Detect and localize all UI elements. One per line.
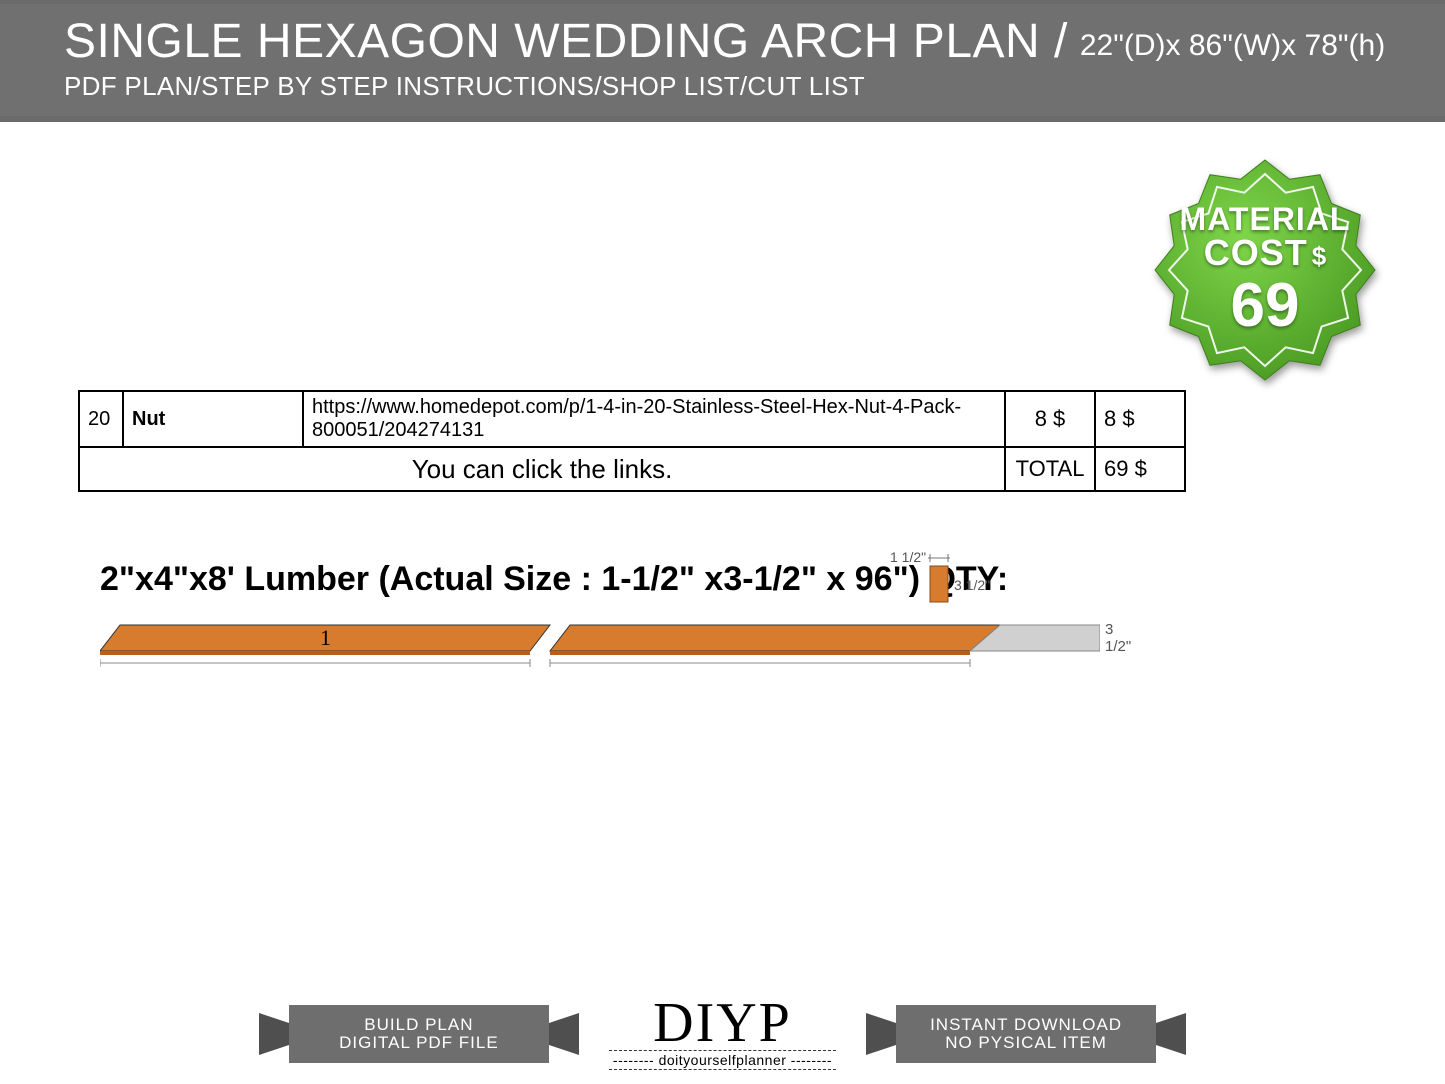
material-cost-badge: MATERIAL COST $ 69 [1145,150,1385,390]
cell-name: Nut [123,391,303,447]
cut-piece-label: 1 [320,625,331,650]
cross-rect-icon [930,566,948,602]
header-title: SINGLE HEXAGON WEDDING ARCH PLAN / [64,14,1068,69]
header-subtitle: PDF PLAN/STEP BY STEP INSTRUCTIONS/SHOP … [64,71,1445,102]
cell-price2: 8 $ [1095,391,1185,447]
header-band: SINGLE HEXAGON WEDDING ARCH PLAN / 22"(D… [0,0,1445,122]
board-height-dim: 3 1/2" [1105,621,1131,655]
header-title-row: SINGLE HEXAGON WEDDING ARCH PLAN / 22"(D… [64,14,1445,69]
cell-total-label: TOTAL [1005,447,1095,491]
lumber-cross-section: 1 1/2" 3 1/2" [890,550,1010,610]
lumber-section: 2"x4"x8' Lumber (Actual Size : 1-1/2" x3… [100,560,1340,661]
ribbon-right-line2: NO PYSICAL ITEM [930,1034,1122,1052]
badge-line2: COST [1204,235,1308,271]
ribbon-left-line1: BUILD PLAN [339,1016,499,1034]
ribbon-right-line1: INSTANT DOWNLOAD [930,1016,1122,1034]
cell-qty: 20 [79,391,123,447]
cell-price1: 8 $ [1005,391,1095,447]
cut-diagram: 1 3 1/2" [100,621,1100,661]
cut-piece-2-icon [550,625,1000,651]
cross-h-label: 3 1/2" [954,577,990,593]
cell-link[interactable]: https://www.homedepot.com/p/1-4-in-20-St… [303,391,1005,447]
logo-sub: -------- doityourselfplanner -------- [609,1050,836,1070]
badge-text: MATERIAL COST $ 69 [1145,150,1385,390]
ribbon-left-line2: DIGITAL PDF FILE [339,1034,499,1052]
table-row: 20 Nut https://www.homedepot.com/p/1-4-i… [79,391,1185,447]
footer: BUILD PLAN DIGITAL PDF FILE DIYP -------… [0,998,1445,1070]
cross-w-label: 1 1/2" [890,550,926,565]
lumber-title: 2"x4"x8' Lumber (Actual Size : 1-1/2" x3… [100,560,1340,599]
cut-piece-1-edge-icon [100,651,530,655]
cut-piece-2-edge-icon [550,651,970,655]
cell-total-value: 69 $ [1095,447,1185,491]
footer-logo: DIYP -------- doityourselfplanner ------… [609,998,836,1070]
footer-ribbon-left: BUILD PLAN DIGITAL PDF FILE [259,1005,579,1063]
cell-total-msg: You can click the links. [79,447,1005,491]
badge-dollar: $ [1312,243,1326,271]
header-dimensions: 22"(D)x 86"(W)x 78"(h) [1080,29,1385,69]
table-row-total: You can click the links. TOTAL 69 $ [79,447,1185,491]
logo-main: DIYP [653,998,792,1048]
link-text[interactable]: https://www.homedepot.com/p/1-4-in-20-St… [312,396,961,441]
shop-list-table: 20 Nut https://www.homedepot.com/p/1-4-i… [78,390,1186,492]
footer-ribbon-right: INSTANT DOWNLOAD NO PYSICAL ITEM [866,1005,1186,1063]
badge-value: 69 [1231,275,1300,337]
badge-line1: MATERIAL [1180,203,1351,235]
